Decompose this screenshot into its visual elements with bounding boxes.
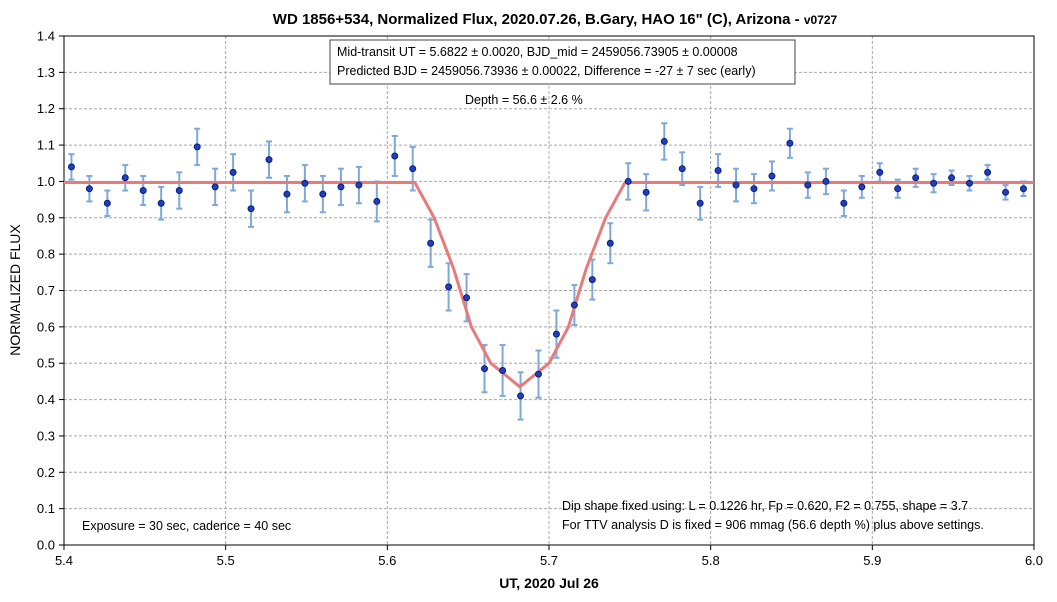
title-version: v0727 <box>804 13 838 27</box>
ttv-annotation: For TTV analysis D is fixed = 906 mmag (… <box>562 518 984 532</box>
data-point <box>175 187 183 195</box>
y-tick-label: 0.2 <box>37 465 55 480</box>
y-tick-label: 0.9 <box>37 210 55 225</box>
error-bars <box>68 122 1027 421</box>
data-point <box>319 190 327 198</box>
data-point <box>391 152 399 160</box>
info-box: Mid-transit UT = 5.6822 ± 0.0020, BJD_mi… <box>329 39 796 85</box>
data-point <box>894 185 902 193</box>
y-tick-label: 0.8 <box>37 247 55 262</box>
data-point <box>570 301 578 309</box>
chart-title-text: WD 1856+534, Normalized Flux, 2020.07.26… <box>273 11 838 28</box>
data-point <box>858 183 866 191</box>
y-tick-label: 0.7 <box>37 283 55 298</box>
data-point <box>499 366 507 374</box>
x-tick-label: 6.0 <box>1025 553 1043 568</box>
data-point <box>373 197 381 205</box>
y-tick-label: 0.6 <box>37 319 55 334</box>
y-tick-label: 1.0 <box>37 174 55 189</box>
x-tick-label: 5.7 <box>540 553 558 568</box>
data-point <box>732 181 740 189</box>
data-point <box>247 205 255 213</box>
data-point <box>678 165 686 173</box>
x-tick-label: 5.5 <box>217 553 235 568</box>
data-point <box>85 185 93 193</box>
data-point <box>445 283 453 291</box>
data-point <box>463 294 471 302</box>
x-tick-label: 5.8 <box>702 553 720 568</box>
data-point <box>786 139 794 147</box>
x-tick-label: 5.4 <box>55 553 73 568</box>
y-tick-label: 1.4 <box>37 29 55 44</box>
data-point <box>229 168 237 176</box>
y-tick-label: 0.5 <box>37 356 55 371</box>
data-point <box>984 168 992 176</box>
data-point <box>409 165 417 173</box>
data-point <box>283 190 291 198</box>
axis-ticks: 0.0 0.1 0.2 0.3 0.4 0.5 0.6 0.7 0.8 0.9 1.0 1.1 1.2 1… <box>37 29 1043 569</box>
data-point <box>930 179 938 187</box>
y-tick-label: 0.4 <box>37 392 55 407</box>
data-point <box>67 163 75 171</box>
data-point <box>1002 188 1010 196</box>
depth-annotation: Depth = 56.6 ± 2.6 % <box>465 93 583 107</box>
y-tick-label: 0.1 <box>37 501 55 516</box>
data-point <box>534 370 542 378</box>
data-points <box>67 137 1027 400</box>
data-point <box>750 185 758 193</box>
data-point <box>139 187 147 195</box>
data-point <box>337 183 345 191</box>
data-point <box>211 183 219 191</box>
data-point <box>660 137 668 145</box>
y-axis-label: NORMALIZED FLUX <box>7 224 23 356</box>
data-point <box>642 188 650 196</box>
data-point <box>121 174 129 182</box>
title-main: WD 1856+534, Normalized Flux, 2020.07.26… <box>273 11 804 28</box>
exposure-annotation: Exposure = 30 sec, cadence = 40 sec <box>82 519 291 533</box>
data-point <box>714 167 722 175</box>
data-point <box>696 199 704 207</box>
data-point <box>552 330 560 338</box>
chart-title: WD 1856+534, Normalized Flux, 2020.07.26… <box>273 11 838 28</box>
info-box-frame <box>329 39 796 85</box>
model-line <box>64 181 1034 389</box>
data-point <box>606 239 614 247</box>
y-tick-label: 0.3 <box>37 428 55 443</box>
x-axis-label: UT, 2020 Jul 26 <box>499 575 599 591</box>
y-tick-label: 0.0 <box>37 538 55 553</box>
y-tick-label: 1.2 <box>37 101 55 116</box>
data-point <box>948 174 956 182</box>
y-tick-label: 1.1 <box>37 138 55 153</box>
model-curve <box>64 181 1034 389</box>
data-point <box>912 174 920 182</box>
data-point <box>876 168 884 176</box>
dip-shape-annotation: Dip shape fixed using: L = 0.1226 hr, Fp… <box>562 499 968 513</box>
data-point <box>965 179 973 187</box>
data-point <box>1019 185 1027 193</box>
data-point <box>427 239 435 247</box>
data-point <box>804 181 812 189</box>
data-point <box>103 199 111 207</box>
data-point <box>588 276 596 284</box>
x-tick-label: 5.9 <box>863 553 881 568</box>
data-point <box>517 392 525 400</box>
data-point <box>355 181 363 189</box>
data-point <box>265 156 273 164</box>
x-tick-label: 5.6 <box>378 553 396 568</box>
data-point <box>193 143 201 151</box>
data-point <box>480 365 488 373</box>
data-point <box>301 179 309 187</box>
predicted-bjd-text: Predicted BJD = 2459056.73936 ± 0.00022,… <box>337 64 756 78</box>
gridlines <box>64 36 1034 545</box>
y-tick-label: 1.3 <box>37 65 55 80</box>
mid-transit-text: Mid-transit UT = 5.6822 ± 0.0020, BJD_mi… <box>337 45 738 59</box>
data-point <box>157 199 165 207</box>
data-point <box>768 172 776 180</box>
data-point <box>624 177 632 185</box>
data-point <box>822 177 830 185</box>
data-point <box>840 199 848 207</box>
